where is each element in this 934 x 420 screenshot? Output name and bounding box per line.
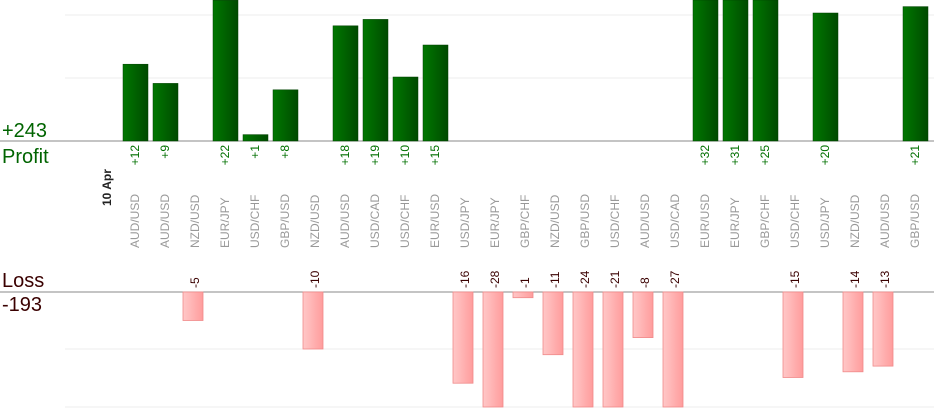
- loss-bar: [512, 291, 534, 299]
- profit-bar: [152, 83, 179, 142]
- category-label: USD/CHF: [398, 195, 412, 248]
- category-label: EUR/USD: [428, 194, 442, 248]
- category-label: USD/CAD: [368, 194, 382, 248]
- profit-value-label: +32: [698, 145, 712, 166]
- category-label: EUR/USD: [698, 194, 712, 248]
- loss-value-label: -5: [188, 277, 202, 288]
- loss-value-label: -1: [518, 277, 532, 288]
- profit-bar: [272, 89, 299, 142]
- loss-bar: [602, 291, 624, 408]
- category-label: USD/CHF: [608, 195, 622, 248]
- category-label: EUR/JPY: [488, 197, 502, 248]
- category-label: EUR/JPY: [728, 197, 742, 248]
- loss-bar: [482, 291, 504, 408]
- profit-value-label: +31: [728, 145, 742, 166]
- profit-bar: [332, 25, 359, 142]
- loss-value-label: -27: [668, 270, 682, 288]
- loss-value-label: -8: [638, 277, 652, 288]
- profit-value-label: +22: [218, 145, 232, 166]
- loss-bar: [572, 291, 594, 408]
- category-label: AUD/USD: [638, 194, 652, 248]
- loss-value-label: -10: [308, 270, 322, 288]
- category-label: EUR/JPY: [218, 197, 232, 248]
- profit-value-label: +15: [428, 145, 442, 166]
- loss-value-label: -16: [458, 270, 472, 288]
- profit-bar: [122, 63, 149, 142]
- category-label: USD/CHF: [788, 195, 802, 248]
- profit-value-label: +18: [338, 145, 352, 166]
- profit-bar: [362, 19, 389, 142]
- category-label: NZD/USD: [308, 194, 322, 248]
- loss-value-label: -11: [548, 271, 562, 288]
- category-label: USD/JPY: [458, 197, 472, 248]
- loss-bar: [842, 291, 864, 373]
- profit-label: Profit: [2, 146, 49, 168]
- category-label: NZD/USD: [848, 194, 862, 248]
- category-label: GBP/CHF: [758, 195, 772, 248]
- loss-bar: [662, 291, 684, 408]
- profit-value-label: +1: [248, 145, 262, 159]
- loss-value-label: -14: [848, 270, 862, 288]
- profit-value-label: +9: [158, 145, 172, 159]
- loss-bar: [542, 291, 564, 356]
- loss-label: Loss: [2, 270, 44, 292]
- profit-bar: [752, 0, 779, 142]
- category-label: GBP/CHF: [518, 195, 532, 248]
- loss-value-label: -21: [608, 270, 622, 288]
- profit-value-label: +21: [908, 145, 922, 166]
- profit-bar: [212, 0, 239, 142]
- profit-bar: [812, 12, 839, 142]
- loss-value-label: -15: [788, 270, 802, 288]
- profit-bar: [692, 0, 719, 142]
- loss-value-label: -24: [578, 270, 592, 288]
- profit-value-label: +12: [128, 145, 142, 166]
- category-label: AUD/USD: [158, 194, 172, 248]
- profit-bar: [422, 44, 449, 142]
- category-label: USD/CHF: [248, 195, 262, 248]
- category-label: NZD/USD: [548, 194, 562, 248]
- category-label: GBP/USD: [578, 194, 592, 248]
- category-label: GBP/USD: [908, 194, 922, 248]
- profit-bar: [902, 6, 929, 142]
- profit-bar: [392, 76, 419, 142]
- profit-value-label: +10: [398, 145, 412, 166]
- profit-value-label: +25: [758, 145, 772, 166]
- loss-bar: [452, 291, 474, 384]
- loss-bar: [302, 291, 324, 350]
- loss-bar: [632, 291, 654, 338]
- loss-value-label: -13: [878, 270, 892, 288]
- profit-total: +243: [2, 120, 47, 142]
- loss-total: -193: [2, 294, 42, 316]
- loss-bar: [182, 291, 204, 321]
- category-label: NZD/USD: [188, 194, 202, 248]
- category-label: GBP/USD: [278, 194, 292, 248]
- profit-value-label: +8: [278, 145, 292, 159]
- category-label: AUD/USD: [338, 194, 352, 248]
- profit-value-label: +20: [818, 145, 832, 166]
- category-label: USD/JPY: [818, 197, 832, 248]
- profit-bar: [242, 134, 269, 142]
- date-label: 10 Apr: [100, 169, 114, 206]
- category-label: AUD/USD: [878, 194, 892, 248]
- category-label: USD/CAD: [668, 194, 682, 248]
- category-label: AUD/USD: [128, 194, 142, 248]
- loss-value-label: -28: [488, 270, 502, 288]
- loss-bar: [782, 291, 804, 378]
- profit-bar: [722, 0, 749, 142]
- loss-bar: [872, 291, 894, 367]
- profit-value-label: +19: [368, 145, 382, 166]
